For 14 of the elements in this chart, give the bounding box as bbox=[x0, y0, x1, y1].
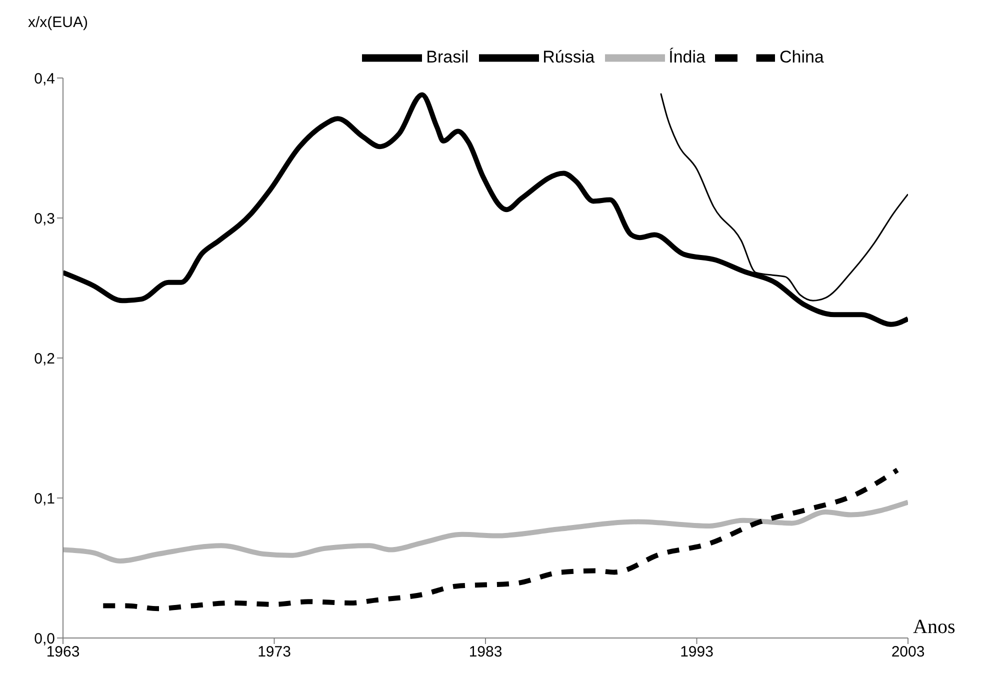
y-axis-title: x/x(EUA) bbox=[28, 14, 88, 31]
y-tick-label: 0,1 bbox=[34, 490, 55, 508]
y-tick-label: 0,4 bbox=[34, 70, 55, 88]
legend-label: Rússia bbox=[542, 47, 595, 66]
x-tick-label: 2003 bbox=[891, 644, 925, 661]
y-tick-label: 0,3 bbox=[34, 210, 55, 228]
x-tick-label: 1993 bbox=[680, 644, 714, 661]
legend-label: China bbox=[779, 47, 824, 66]
x-axis-title: Anos bbox=[913, 616, 956, 639]
legend-label: Brasil bbox=[426, 47, 469, 66]
y-tick-label: 0,2 bbox=[34, 350, 55, 368]
x-tick-label: 1973 bbox=[258, 644, 291, 661]
legend-label: Índia bbox=[668, 47, 706, 66]
x-tick-label: 1983 bbox=[468, 644, 502, 661]
